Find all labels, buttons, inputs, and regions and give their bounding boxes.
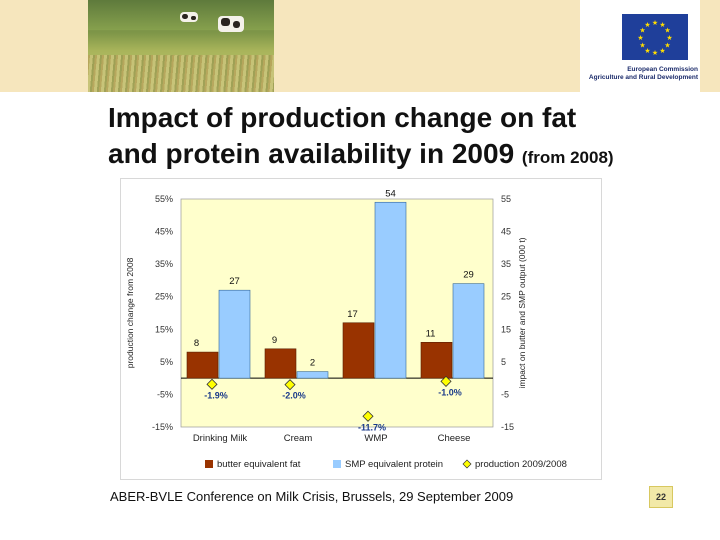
slide-title-line2: and protein availability in 2009 (from 2… [108, 136, 708, 176]
legend-label-butter: butter equivalent fat [217, 459, 301, 470]
bar-butter-fat [264, 348, 297, 379]
bar-smp-protein [296, 371, 329, 379]
right-tick-label: 45 [501, 227, 511, 237]
bar-butter-fat-label: 8 [194, 338, 199, 349]
bar-butter-fat-label: 11 [426, 328, 436, 339]
eu-dg-label: Agriculture and Rural Development [588, 74, 698, 81]
chart-frame: 55% 55 45% 45 35% 35 25% 25 15% 15 5% 5 -5% -5 -15% -15… [120, 178, 602, 480]
bar-butter-fat-label: 17 [347, 309, 358, 320]
eu-logo-text: European Commission Agriculture and Rura… [580, 66, 698, 82]
right-tick-label: 15 [501, 324, 511, 334]
production-label: -1.0% [438, 387, 462, 397]
legend-swatch-butter [205, 460, 213, 468]
svg-text:★: ★ [637, 34, 643, 42]
production-label: -11.7% [358, 422, 386, 432]
legend-label-smp: SMP equivalent protein [345, 459, 443, 470]
left-tick-label: 25% [155, 292, 173, 302]
eu-stars: ★ ★★ ★★★ ★★★ ★★★ [637, 19, 672, 57]
right-tick-label: 55 [501, 194, 511, 204]
right-tick-label: -15 [501, 422, 514, 432]
production-marker [284, 379, 296, 391]
left-tick-label: 5% [160, 357, 173, 367]
category-label: Cheese [438, 433, 471, 444]
bar-smp-protein [452, 283, 485, 379]
eu-logo-panel: ★ ★ ★ ★ ★ ★ ★ ★ ★ ★ ★ ★ European Commission Agri… [580, 0, 700, 92]
svg-text:★: ★ [639, 27, 645, 35]
bar-butter-fat [342, 322, 375, 379]
bar-smp-protein [374, 201, 407, 379]
bar-smp-protein-label: 29 [463, 270, 474, 281]
legend-swatch-smp [333, 460, 341, 468]
svg-text:★: ★ [659, 47, 665, 55]
slide-title-line2-main: and protein availability in 2009 [108, 138, 515, 169]
right-axis-label: impact on butter and SMP output (000 t) [517, 237, 527, 388]
bar-butter-fat [420, 342, 453, 379]
cow-2 [218, 16, 244, 32]
legend-label-production: production 2009/2008 [475, 459, 567, 470]
left-tick-label: 45% [155, 227, 173, 237]
svg-text:★: ★ [644, 21, 650, 29]
svg-text:★: ★ [664, 27, 670, 35]
bar-smp-protein-label: 27 [229, 276, 240, 287]
legend-swatch-production [462, 459, 472, 469]
production-label: -2.0% [282, 391, 306, 401]
svg-text:★: ★ [664, 42, 670, 50]
production-marker [362, 410, 374, 422]
bar-smp-protein [218, 289, 251, 379]
left-tick-label: -15% [152, 422, 173, 432]
left-axis-label: production change from 2008 [125, 257, 135, 368]
footer-text: ABER-BVLE Conference on Milk Crisis, Bru… [110, 485, 630, 509]
production-marker [440, 375, 452, 387]
svg-text:★: ★ [659, 21, 665, 29]
svg-text:★: ★ [644, 47, 650, 55]
right-tick-label: 35 [501, 259, 511, 269]
right-tick-label: -5 [501, 389, 509, 399]
svg-text:★: ★ [652, 49, 658, 57]
category-label: Cream [284, 433, 313, 444]
bar-smp-protein-label: 2 [310, 358, 315, 369]
slide-title-sub: (from 2008) [521, 148, 614, 167]
category-label: Drinking Milk [193, 433, 248, 444]
production-label: -1.9% [204, 390, 228, 400]
photo-grass [88, 55, 274, 92]
svg-text:★: ★ [639, 42, 645, 50]
bar-smp-protein-label: 54 [385, 188, 396, 199]
left-tick-label: -5% [157, 389, 173, 399]
bar-butter-fat-label: 9 [272, 335, 277, 346]
right-tick-label: 5 [501, 357, 506, 367]
cows-photo [88, 0, 274, 92]
right-tick-label: 25 [501, 292, 511, 302]
slide-title: Impact of production change on fat and p… [108, 100, 708, 176]
svg-text:★: ★ [652, 19, 658, 27]
slide-title-line1: Impact of production change on fat [108, 102, 577, 133]
bar-butter-fat [186, 351, 219, 379]
eu-commission-label: European Commission [627, 66, 698, 73]
chart-svg: 55% 55 45% 45 35% 35 25% 25 15% 15 5% 5 -5% -5 -15% -15… [125, 188, 567, 470]
page-number: 22 [649, 486, 673, 508]
production-marker [206, 378, 218, 390]
cow-1 [180, 12, 198, 22]
left-tick-label: 55% [155, 194, 173, 204]
svg-text:★: ★ [666, 34, 672, 42]
left-tick-label: 15% [155, 324, 173, 334]
category-label: WMP [364, 433, 387, 444]
eu-flag-icon: ★ ★ ★ ★ ★ ★ ★ ★ ★ ★ ★ ★ [622, 14, 688, 60]
left-tick-label: 35% [155, 259, 173, 269]
